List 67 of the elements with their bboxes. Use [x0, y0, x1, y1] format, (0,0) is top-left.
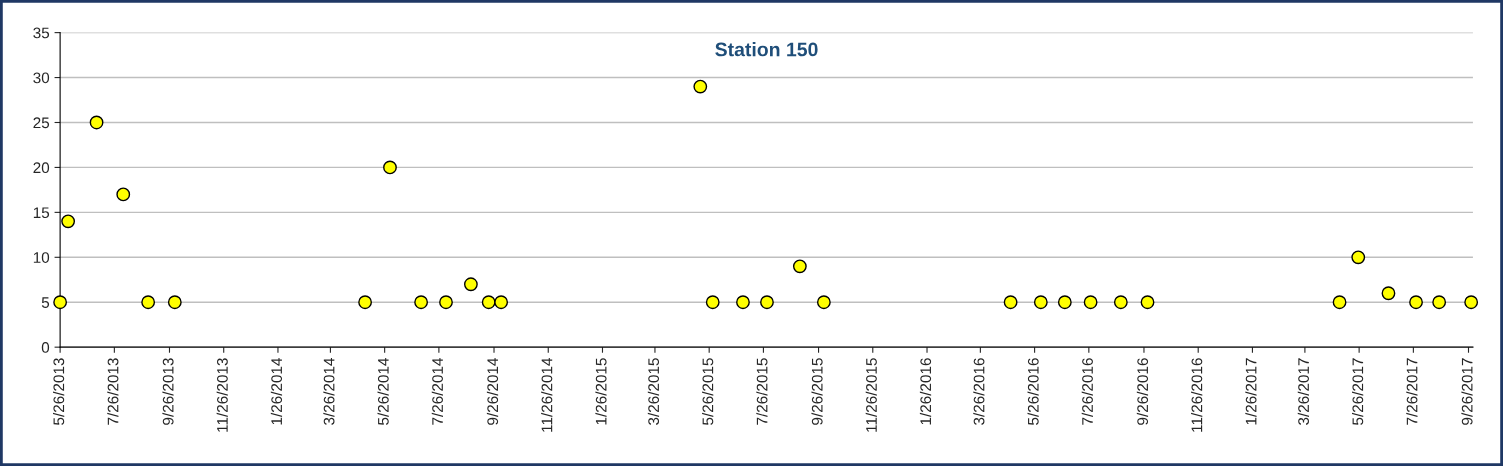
x-tick-label: 3/26/2014: [323, 358, 335, 425]
y-tick-label: 15: [33, 207, 50, 219]
point: [414, 295, 429, 310]
y-tick-label: 20: [33, 162, 50, 174]
x-tick-label: 3/26/2015: [647, 358, 660, 425]
x-tick-label: 5/26/2013: [53, 358, 65, 425]
point: [1003, 295, 1018, 310]
point: [1033, 295, 1048, 310]
x-tick-label: 9/26/2017: [1461, 358, 1473, 425]
chart-title: Station 150: [715, 42, 818, 57]
y-tick-label: 30: [33, 72, 50, 84]
x-tick-label: 11/26/2015: [865, 358, 877, 432]
x-tick-label: 11/26/2014: [541, 358, 553, 432]
point: [1381, 286, 1396, 301]
x-tick-label: 9/26/2016: [1136, 358, 1149, 425]
point: [1140, 295, 1155, 310]
point: [736, 295, 750, 310]
point: [89, 115, 104, 130]
point: [1432, 295, 1447, 310]
x-tick-label: 5/26/2015: [702, 358, 714, 425]
x-tick-label: 9/26/2015: [811, 358, 823, 425]
point: [167, 295, 182, 310]
point: [1113, 295, 1128, 310]
y-tick-label: 5: [41, 297, 50, 308]
point: [116, 187, 131, 202]
x-tick-label: 9/26/2013: [162, 358, 174, 425]
point: [792, 259, 807, 274]
point: [1332, 295, 1347, 310]
x-tick-label: 11/26/2013: [216, 358, 228, 432]
point: [439, 295, 453, 310]
x-tick-label: 7/26/2013: [107, 358, 119, 425]
x-tick-label: 7/26/2016: [1081, 358, 1093, 425]
y-tick-label: 35: [33, 27, 50, 39]
x-tick-label: 9/26/2014: [486, 358, 499, 425]
x-tick-label: 3/26/2016: [973, 358, 985, 425]
x-tick-label: 1/26/2015: [595, 358, 607, 425]
point: [463, 277, 478, 292]
point: [61, 214, 76, 229]
y-tick-label: 0: [41, 342, 50, 353]
x-tick-label: 1/26/2014: [270, 358, 283, 425]
x-tick-label: 5/26/2014: [377, 358, 389, 425]
x-tick-label: 11/26/2016: [1191, 358, 1203, 432]
point: [1083, 295, 1098, 310]
x-tick-label: 3/26/2017: [1297, 358, 1309, 425]
point: [383, 160, 397, 175]
x-tick-label: 1/26/2016: [919, 358, 932, 425]
x-tick-label: 7/26/2014: [431, 358, 443, 425]
y-tick-label: 25: [33, 117, 50, 129]
point: [53, 295, 68, 310]
point: [1057, 295, 1072, 310]
point: [481, 295, 496, 310]
point: [494, 295, 509, 310]
point: [760, 295, 774, 310]
x-tick-label: 7/26/2015: [756, 358, 768, 425]
y-tick-label: 10: [33, 252, 50, 263]
point: [141, 295, 156, 310]
x-tick-label: 7/26/2017: [1406, 358, 1418, 425]
x-tick-label: 5/26/2016: [1027, 358, 1039, 425]
x-tick-label: 1/26/2017: [1245, 358, 1257, 425]
point: [1409, 295, 1423, 310]
point: [1464, 295, 1479, 310]
point: [1351, 250, 1366, 265]
point: [816, 295, 831, 310]
point: [705, 295, 720, 310]
point: [693, 79, 708, 94]
x-tick-label: 5/26/2017: [1352, 358, 1364, 425]
point: [358, 295, 372, 310]
